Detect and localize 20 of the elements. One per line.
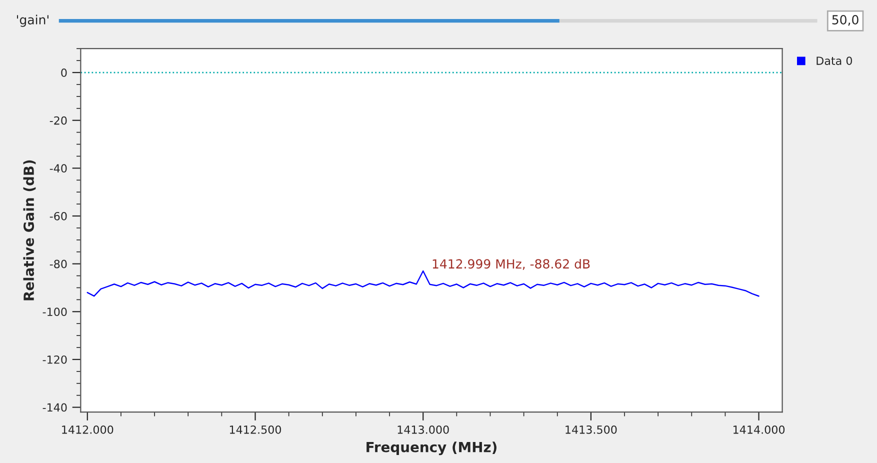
- x-tick-label: 1413.500: [566, 425, 617, 434]
- text: 'gain': [16, 14, 48, 27]
- legend-label: Data 0: [816, 56, 852, 65]
- text: 50,0: [832, 15, 858, 26]
- x-tick-label: 1412.500: [230, 425, 282, 434]
- line-series: [86, 270, 760, 297]
- x-tick-label: 1413.000: [398, 425, 449, 434]
- y-tick-label: -100: [42, 308, 67, 316]
- y-tick-label: -120: [42, 355, 67, 364]
- x-axis-title: Frequency (MHz): [366, 442, 496, 456]
- y-tick-label: -60: [50, 212, 67, 220]
- annotation: 1412.999 MHz, -88.62 dB: [432, 258, 590, 270]
- x-tick-label: 1412.000: [62, 425, 114, 434]
- y-tick-label: -40: [50, 164, 67, 173]
- y-tick-label: 0: [61, 68, 67, 77]
- y-tick-label: -140: [42, 403, 67, 412]
- y-tick-label: -80: [50, 260, 67, 268]
- x-tick-label: 1414.000: [733, 425, 785, 434]
- y-tick-label: -20: [50, 116, 67, 125]
- y-axis-title: Relative Gain (dB): [23, 160, 36, 300]
